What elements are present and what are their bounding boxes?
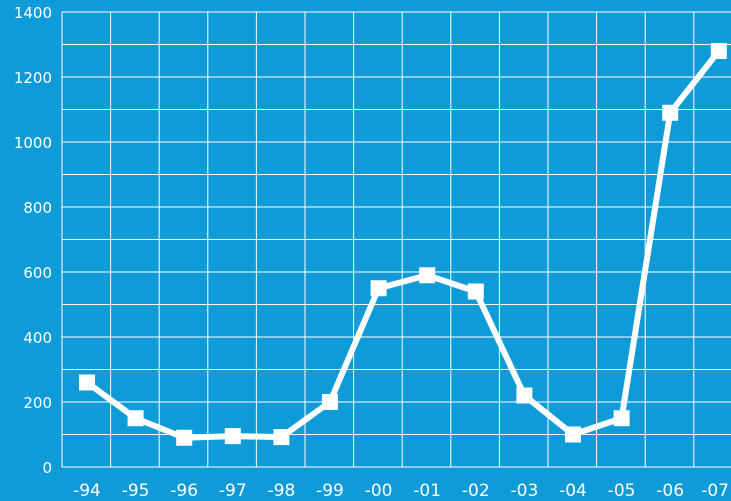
- data-point-marker: [79, 374, 95, 391]
- x-tick-label: -04: [559, 481, 587, 501]
- y-tick-label: 1000: [14, 134, 52, 152]
- x-tick-label: -98: [268, 481, 296, 501]
- y-tick-label: 800: [23, 199, 52, 217]
- x-tick-label: -03: [511, 481, 539, 501]
- data-point-marker: [565, 426, 581, 443]
- x-tick-label: -05: [608, 481, 636, 501]
- x-tick-label: -97: [219, 481, 247, 501]
- data-point-marker: [419, 267, 436, 284]
- data-point-marker: [710, 43, 727, 59]
- x-tick-label: -02: [462, 481, 490, 501]
- data-point-marker: [127, 410, 144, 427]
- y-tick-label: 200: [23, 394, 52, 412]
- x-tick-label: -99: [316, 481, 344, 501]
- y-axis-tick-labels: 0 200 400 600 800 1000 1200 1400: [14, 4, 52, 477]
- x-tick-label: -96: [170, 481, 198, 501]
- data-point-marker: [322, 394, 338, 410]
- grid: [61, 11, 731, 468]
- data-point-marker: [370, 280, 387, 297]
- x-tick-label: -01: [413, 481, 441, 501]
- series-line: [84, 48, 722, 441]
- y-tick-label: 400: [23, 329, 52, 347]
- y-tick-label: 1200: [14, 69, 52, 87]
- data-point-marker: [176, 429, 193, 446]
- y-tick-label: 0: [42, 459, 52, 477]
- x-tick-label: -00: [365, 481, 393, 501]
- y-tick-label: 1400: [14, 4, 52, 22]
- x-axis-tick-labels: -94 -95 -96 -97 -98 -99 -00 -01 -02 -03 -04 -05 -06-…: [73, 481, 729, 501]
- data-point-marker: [613, 410, 630, 427]
- y-tick-label: 600: [23, 264, 52, 282]
- data-point-marker: [273, 429, 290, 446]
- x-tick-label: -94: [73, 481, 101, 501]
- data-point-marker: [224, 428, 241, 445]
- x-tick-label: -95: [122, 481, 150, 501]
- data-point-marker: [467, 283, 484, 300]
- x-tick-label: -06: [656, 481, 684, 501]
- data-point-marker: [662, 104, 679, 121]
- x-tick-label: -07: [701, 481, 729, 501]
- series-layer: [79, 43, 727, 446]
- data-point-marker: [516, 387, 533, 404]
